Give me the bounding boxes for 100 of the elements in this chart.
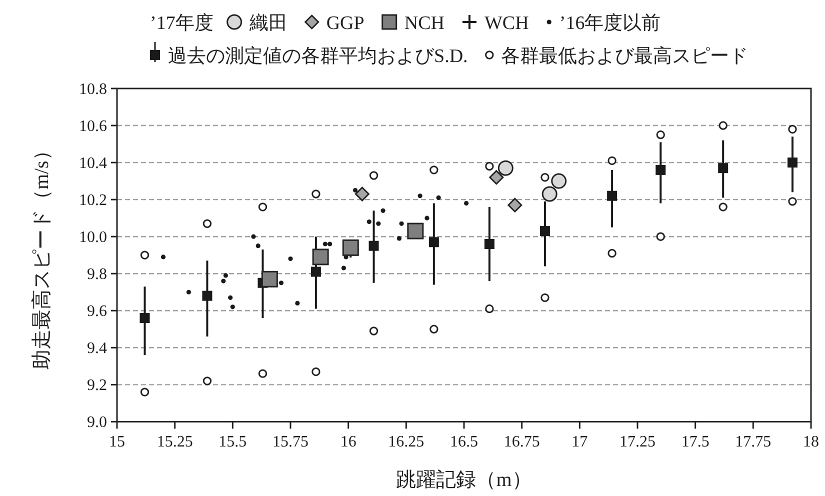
point bbox=[140, 313, 150, 324]
x-tick-label: 16.25 bbox=[388, 434, 424, 451]
y-tick-label: 10.8 bbox=[79, 81, 107, 98]
point bbox=[540, 173, 550, 182]
x-tick-label: 15 bbox=[109, 434, 125, 451]
legend-label: 織田 bbox=[248, 13, 288, 34]
legend-label: GGP bbox=[326, 13, 364, 34]
y-tick-label: 10.4 bbox=[79, 155, 107, 172]
point bbox=[258, 202, 268, 212]
point bbox=[258, 369, 268, 378]
y-tick-label: 10.2 bbox=[79, 192, 107, 210]
point bbox=[608, 156, 616, 166]
point bbox=[489, 170, 504, 185]
x-tick-label: 16.5 bbox=[450, 434, 478, 451]
x-tick-label: 16.75 bbox=[504, 434, 540, 451]
y-axis-title: 助走最高スピード（m/s） bbox=[30, 140, 53, 370]
point bbox=[436, 195, 441, 200]
point bbox=[607, 190, 618, 201]
x-axis-title: 跳躍記録（m） bbox=[396, 469, 532, 491]
point bbox=[430, 324, 438, 334]
point bbox=[551, 173, 567, 189]
point bbox=[295, 300, 300, 306]
point bbox=[310, 266, 321, 277]
point bbox=[608, 248, 616, 258]
point bbox=[656, 164, 666, 175]
x-tick-label: 17 bbox=[572, 434, 588, 451]
x-tick-label: 15.25 bbox=[156, 434, 193, 451]
point bbox=[202, 219, 212, 228]
y-tick-label: 9.6 bbox=[87, 303, 107, 320]
point bbox=[788, 197, 797, 206]
x-tick-label: 16 bbox=[340, 434, 356, 451]
y-tick-label: 10.0 bbox=[79, 229, 107, 246]
point bbox=[464, 200, 469, 206]
point bbox=[366, 219, 372, 224]
point bbox=[498, 160, 514, 176]
point bbox=[380, 208, 386, 213]
point bbox=[278, 280, 284, 286]
point bbox=[428, 237, 439, 248]
point bbox=[312, 190, 320, 198]
point bbox=[430, 166, 438, 174]
point bbox=[312, 248, 329, 266]
legend-label: NCH bbox=[404, 13, 445, 34]
point bbox=[396, 236, 402, 241]
point bbox=[399, 221, 404, 226]
y-tick-label: 9.8 bbox=[87, 266, 107, 284]
point bbox=[656, 232, 665, 241]
point bbox=[369, 171, 378, 180]
point bbox=[228, 295, 233, 300]
point bbox=[202, 290, 212, 301]
point bbox=[256, 244, 260, 248]
point bbox=[341, 266, 346, 270]
point bbox=[424, 216, 430, 220]
point bbox=[312, 367, 320, 376]
y-tick-label: 10.6 bbox=[79, 118, 107, 136]
point bbox=[485, 162, 494, 171]
x-tick-label: 17.5 bbox=[681, 434, 710, 451]
legend-label: 各群最低および最高スピード bbox=[500, 45, 748, 67]
point bbox=[221, 278, 226, 284]
point bbox=[418, 194, 422, 198]
x-tick-label: 15.75 bbox=[272, 434, 308, 451]
point bbox=[407, 222, 424, 240]
legend-label: ’16年度以前 bbox=[559, 12, 661, 34]
point bbox=[186, 290, 192, 294]
y-tick-label: 9.0 bbox=[87, 414, 107, 432]
legend-title: ’17年度 bbox=[150, 12, 214, 34]
x-tick-label: 18 bbox=[803, 434, 819, 451]
point bbox=[542, 186, 558, 202]
point bbox=[540, 293, 550, 302]
point bbox=[369, 326, 378, 336]
point bbox=[140, 250, 150, 260]
point bbox=[322, 242, 328, 246]
legend-label: 過去の測定値の各群平均およびS.D. bbox=[168, 45, 468, 67]
point bbox=[718, 121, 728, 130]
point bbox=[787, 158, 798, 168]
x-tick-label: 15.5 bbox=[218, 434, 247, 451]
point bbox=[342, 239, 359, 256]
point bbox=[354, 186, 370, 202]
point bbox=[328, 242, 332, 246]
point bbox=[656, 130, 665, 140]
point bbox=[718, 202, 728, 212]
point bbox=[368, 240, 379, 251]
point bbox=[223, 273, 228, 278]
point bbox=[261, 270, 278, 288]
point bbox=[140, 388, 150, 396]
point bbox=[540, 226, 550, 236]
point bbox=[718, 163, 728, 174]
point bbox=[202, 376, 212, 386]
point bbox=[508, 198, 522, 212]
point bbox=[160, 254, 166, 260]
point bbox=[484, 238, 494, 249]
point bbox=[376, 221, 381, 226]
point bbox=[788, 124, 797, 134]
point bbox=[251, 234, 256, 239]
point bbox=[288, 256, 293, 262]
x-tick-label: 17.75 bbox=[735, 434, 772, 451]
y-tick-label: 9.4 bbox=[87, 340, 107, 358]
point bbox=[230, 304, 235, 310]
point bbox=[485, 304, 494, 314]
x-tick-label: 17.25 bbox=[620, 434, 656, 451]
legend-label: WCH bbox=[484, 13, 530, 34]
